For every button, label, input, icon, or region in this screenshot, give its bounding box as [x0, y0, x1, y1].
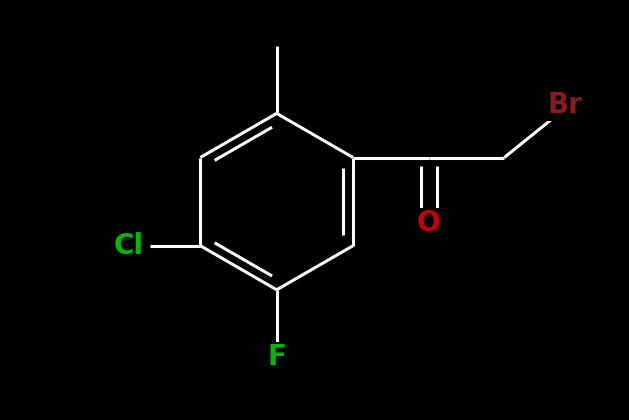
- Text: Br: Br: [547, 92, 582, 119]
- Text: Cl: Cl: [114, 232, 144, 260]
- Text: F: F: [267, 343, 286, 371]
- Text: O: O: [417, 209, 440, 237]
